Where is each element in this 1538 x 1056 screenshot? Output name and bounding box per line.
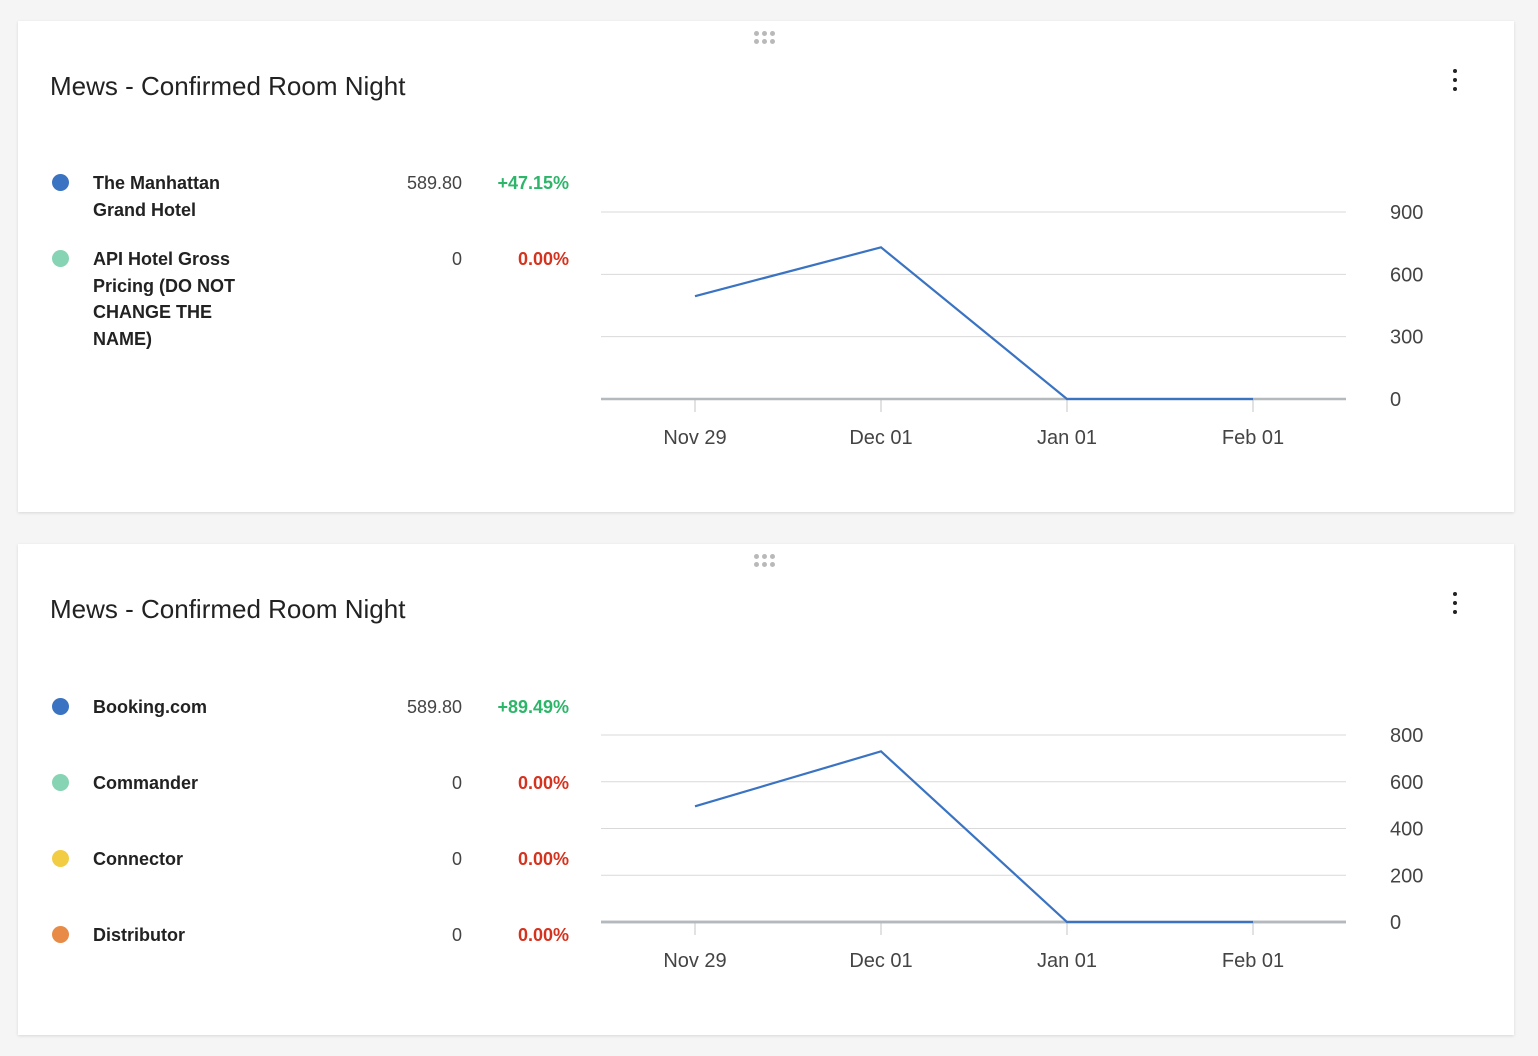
legend-change: 0.00% [517, 773, 569, 793]
x-tick-label: Nov 29 [663, 427, 726, 449]
legend-value: 589.80 [406, 173, 462, 193]
series-color-dot [52, 250, 69, 267]
series-color-dot [52, 926, 69, 943]
series-line [694, 750, 1253, 924]
legend-change: 0.00% [517, 249, 569, 269]
chart-card: Mews - Confirmed Room Night Booking.com … [18, 544, 1514, 1035]
more-options-icon[interactable] [1444, 67, 1466, 93]
y-tick-label: 900 [1390, 202, 1423, 224]
legend-change: +47.15% [497, 173, 569, 193]
x-tick-label: Nov 29 [663, 950, 726, 972]
series-color-dot [52, 174, 69, 191]
legend-value: 0 [451, 773, 462, 793]
line-chart: 0 300 600 900 Nov 29 Dec 01 Jan 01 Feb 01 [601, 202, 1423, 449]
y-tick-label: 600 [1390, 264, 1423, 286]
series-color-dot [52, 850, 69, 867]
legend-change: 0.00% [517, 925, 569, 945]
legend-name: Booking.com [93, 697, 208, 717]
series-color-dot [52, 698, 69, 715]
series-line [694, 246, 1253, 401]
legend-value: 0 [451, 925, 462, 945]
y-tick-label: 600 [1390, 772, 1423, 794]
y-tick-label: 200 [1390, 865, 1423, 887]
y-tick-label: 300 [1390, 327, 1423, 349]
legend-name: Distributor [93, 925, 185, 945]
drag-handle-icon[interactable] [754, 554, 780, 568]
x-tick-label: Dec 01 [849, 950, 912, 972]
y-tick-label: 0 [1390, 912, 1401, 934]
series-color-dot [52, 774, 69, 791]
legend-value: 0 [451, 249, 462, 269]
y-tick-label: 400 [1390, 819, 1423, 841]
legend-value: 589.80 [406, 697, 462, 717]
legend-value: 0 [451, 849, 462, 869]
legend-name: API Hotel Gross Pricing (DO NOT CHANGE T… [93, 249, 236, 349]
legend-name: Connector [93, 849, 183, 869]
x-tick-label: Jan 01 [1037, 427, 1097, 449]
chart-card: Mews - Confirmed Room Night The Manhatta… [18, 21, 1514, 512]
card-title: Mews - Confirmed Room Night [50, 71, 406, 101]
more-options-icon[interactable] [1444, 590, 1466, 616]
x-tick-label: Jan 01 [1037, 950, 1097, 972]
legend-change: 0.00% [517, 849, 569, 869]
y-tick-label: 800 [1390, 725, 1423, 747]
legend-change: +89.49% [497, 697, 569, 717]
x-tick-label: Feb 01 [1222, 427, 1284, 449]
legend-name: Commander [93, 773, 199, 793]
x-tick-label: Dec 01 [849, 427, 912, 449]
x-tick-label: Feb 01 [1222, 950, 1284, 972]
card-title: Mews - Confirmed Room Night [50, 594, 406, 624]
y-tick-label: 0 [1390, 389, 1401, 411]
line-chart: 0 200 400 600 800 Nov 29 Dec 01 Jan 01 Feb 01 [601, 725, 1423, 972]
legend-name: The Manhattan Grand Hotel [93, 173, 221, 220]
drag-handle-icon[interactable] [754, 31, 780, 45]
